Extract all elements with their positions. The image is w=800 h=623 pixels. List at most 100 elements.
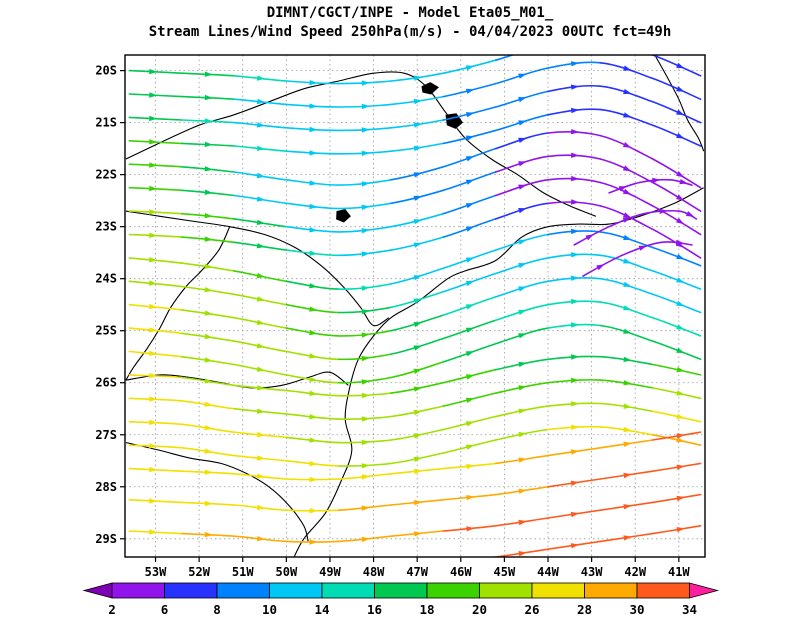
streamline-arrowhead <box>309 180 318 186</box>
streamline-arrowhead <box>413 219 422 225</box>
streamline-arrowhead <box>618 186 628 192</box>
streamline-arrowhead <box>204 141 213 148</box>
streamline-arrowhead <box>676 217 685 225</box>
streamline-arrowhead <box>149 139 158 145</box>
streamline-arrowhead <box>623 380 632 386</box>
streamline-arrowhead <box>518 333 527 339</box>
lat-tick-label: 25S <box>95 324 117 338</box>
streamline-arrowhead <box>309 539 318 545</box>
streamline-arrowhead <box>149 372 158 379</box>
streamline-arrowhead <box>149 92 158 98</box>
streamline-arrowhead <box>413 98 423 105</box>
lake-shape <box>421 82 439 95</box>
streamline-arrowhead <box>309 150 318 156</box>
streamline-arrowhead <box>570 543 580 549</box>
streamline-arrowhead <box>149 68 158 75</box>
streamline-arrowhead <box>518 208 527 214</box>
streamline-arrowhead <box>623 504 632 510</box>
streamline-arrowhead <box>465 179 475 185</box>
colorbar-segment <box>164 582 218 599</box>
lon-tick-label: 50W <box>276 565 298 579</box>
streamline-arrowhead <box>623 441 632 447</box>
lat-tick-label: 29S <box>95 532 117 546</box>
streamline-arrowhead <box>413 468 423 475</box>
streamline-segment <box>651 181 702 212</box>
streamline-arrowhead <box>361 463 370 469</box>
lat-tick-label: 24S <box>95 272 117 286</box>
streamline-arrowhead <box>413 195 422 201</box>
streamline-arrowhead <box>361 536 370 543</box>
colorbar-segment <box>479 582 533 599</box>
lon-tick-label: 41W <box>668 565 690 579</box>
streamline-arrowhead <box>676 132 685 139</box>
streamline-arrowhead <box>309 476 318 483</box>
streamline-arrowhead <box>466 526 475 532</box>
streamline-arrowhead <box>256 473 266 479</box>
streamline-segment <box>651 270 702 290</box>
streamline-arrowhead <box>571 129 580 135</box>
streamline-arrowhead <box>676 433 685 439</box>
streamline-arrowhead <box>465 421 475 427</box>
streamline-arrowhead <box>204 94 213 101</box>
streamline-arrowhead <box>204 189 213 195</box>
streamline-arrowhead <box>256 196 266 202</box>
streamline-arrowhead <box>570 449 580 455</box>
streamline-arrowhead <box>204 378 213 384</box>
streamline-arrowhead <box>571 275 580 281</box>
streamline-arrowhead <box>465 327 475 333</box>
lat-tick-label: 22S <box>95 168 117 182</box>
streamline-arrowhead <box>256 145 266 151</box>
colorbar-segment <box>269 582 323 599</box>
streamline-arrowhead <box>676 62 685 69</box>
streamline-arrowhead <box>623 535 632 541</box>
streamline-arrowhead <box>361 355 370 362</box>
streamline-arrowhead <box>361 474 370 480</box>
lon-tick-label: 49W <box>319 565 341 579</box>
streamline-arrowhead <box>623 281 632 287</box>
streamline-arrowhead <box>571 152 580 158</box>
map-border-path <box>125 442 309 542</box>
streamline-arrowhead <box>361 379 370 385</box>
lon-tick-label: 46W <box>450 565 472 579</box>
streamline-arrowhead <box>204 500 213 507</box>
streamline-arrowhead <box>571 228 580 235</box>
streamline-arrowhead <box>149 115 158 122</box>
streamline-arrowhead <box>413 242 422 248</box>
map-border-path <box>654 55 705 152</box>
lon-tick-label: 47W <box>406 565 428 579</box>
streamline-arrowhead <box>149 396 158 402</box>
lat-tick-label: 28S <box>95 480 117 494</box>
streamline-segment <box>651 55 702 77</box>
streamline-arrowhead <box>204 425 213 431</box>
streamline-arrowhead <box>204 213 213 219</box>
streamline-arrowhead <box>518 120 527 126</box>
streamline-arrowhead <box>413 75 423 81</box>
colorbar-segment <box>426 582 480 599</box>
streamline-arrowhead <box>256 272 266 279</box>
streamline-arrowhead <box>149 443 158 449</box>
lat-tick-label: 27S <box>95 428 117 442</box>
streamline-segment <box>651 316 702 337</box>
streamline-arrowhead <box>204 531 213 538</box>
streamline-arrowhead <box>413 368 422 374</box>
streamline-arrowhead <box>149 466 158 473</box>
streamline-arrowhead <box>413 122 423 128</box>
streamline-arrowhead <box>149 209 158 215</box>
streamline-segment <box>651 246 702 267</box>
streamline-arrowhead <box>256 98 266 105</box>
streamline-arrowhead <box>413 433 423 439</box>
streamline-arrowhead <box>676 527 685 533</box>
streamline-arrowhead <box>623 88 632 95</box>
streamline-arrowhead <box>623 234 632 241</box>
streamline-arrowhead <box>204 357 213 363</box>
streamline-arrowhead <box>465 280 475 287</box>
lon-tick-label: 43W <box>581 565 603 579</box>
colorbar-label: 8 <box>213 602 221 617</box>
streamline-arrowhead <box>361 204 370 210</box>
streamline-arrowhead <box>149 350 158 356</box>
streamline-arrowhead <box>413 145 423 152</box>
streamline-arrowhead <box>675 239 685 246</box>
map-border-path <box>125 71 597 217</box>
streamline-arrowhead <box>518 286 527 292</box>
lat-tick-label: 20S <box>95 64 117 78</box>
